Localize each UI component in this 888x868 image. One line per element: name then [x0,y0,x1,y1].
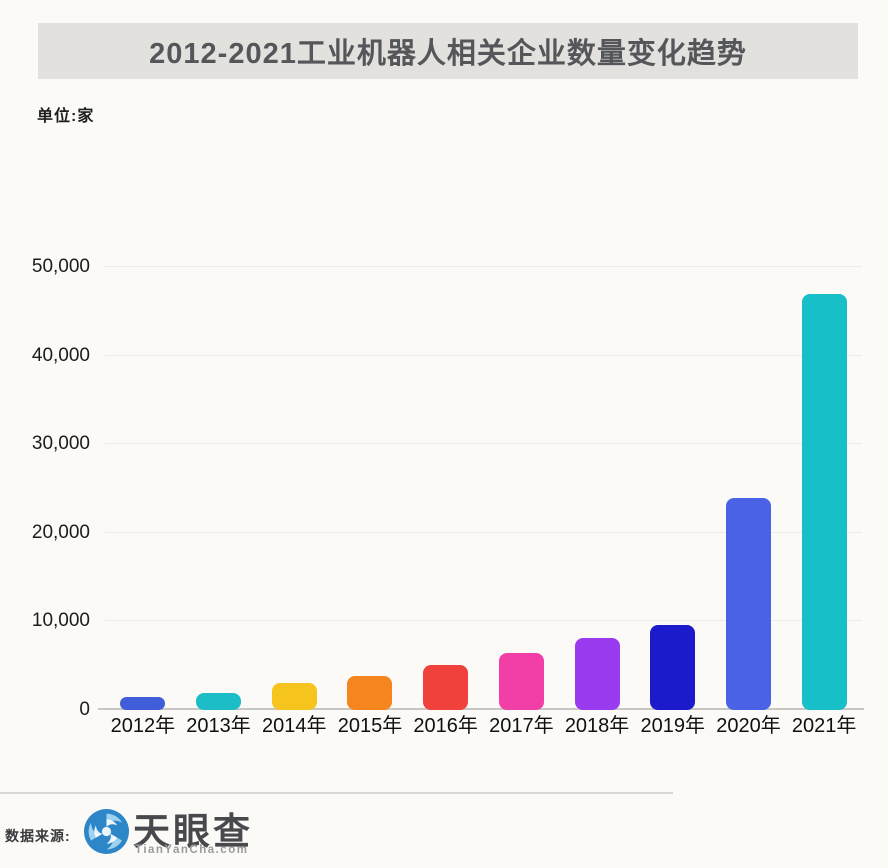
title-banner: 2012-2021工业机器人相关企业数量变化趋势 [38,23,858,79]
x-tick-label: 2013年 [186,715,251,737]
tianyancha-aperture-icon [84,809,129,854]
chart-title: 2012-2021工业机器人相关企业数量变化趋势 [149,38,747,70]
bar-column [332,267,408,710]
x-tick-label: 2017年 [489,715,554,737]
y-axis-labels: 0 10,000 20,000 30,000 40,000 50,000 [0,256,98,720]
y-tick-label: 10,000 [31,610,90,632]
unit-label: 单位:家 [37,108,95,125]
gridline [105,266,862,267]
y-tick-label: 30,000 [31,433,90,455]
gridline [105,354,862,356]
gridline [105,531,862,533]
x-tick-label: 2015年 [337,715,403,737]
bar-2015年 [347,676,393,710]
bar-2012年 [120,696,166,710]
y-tick-label: 20,000 [31,521,90,543]
bar-2018年 [574,638,620,710]
bar-column [105,267,181,710]
bar-column [408,267,484,710]
x-tick-label: 2020年 [716,715,781,737]
bar-column [181,267,257,710]
x-tick-label: 2019年 [640,715,706,737]
x-axis-labels: 2012年 2013年 2014年 2015年 2016年 2017年 2018年 2019年… [105,712,862,742]
brand-domain: TianYanCha.com [135,844,249,856]
bar-2017年 [498,653,544,710]
footer-divider [0,792,673,794]
x-tick-label: 2012年 [110,715,176,737]
bar-column [711,267,787,710]
gridline [105,443,862,445]
y-tick-label: 0 [79,699,90,720]
x-tick-label: 2021年 [791,715,857,737]
bar-2021年 [801,293,847,710]
y-tick-label: 40,000 [31,344,90,366]
bar-column [484,267,560,710]
bar-2013年 [196,693,242,710]
bar-column [256,267,332,710]
y-tick-label: 50,000 [31,256,90,277]
data-source-label: 数据来源: [5,828,71,844]
bar-column [635,267,711,710]
bar-column [559,267,635,710]
bar-2020年 [725,498,771,710]
x-tick-label: 2014年 [262,715,327,737]
brand-name: 天眼查 [133,811,253,852]
plot-area [98,266,864,710]
bars-container [105,267,862,710]
x-axis-line [98,708,864,710]
bar-2014年 [271,682,317,710]
tianyancha-logo: 天眼查 TianYanCha.com [84,806,324,862]
bar-2019年 [650,624,696,710]
bar-column [786,267,862,710]
x-tick-label: 2018年 [564,715,630,737]
x-tick-label: 2016年 [413,715,478,737]
gridline [105,620,862,622]
bar-2016年 [423,664,469,710]
